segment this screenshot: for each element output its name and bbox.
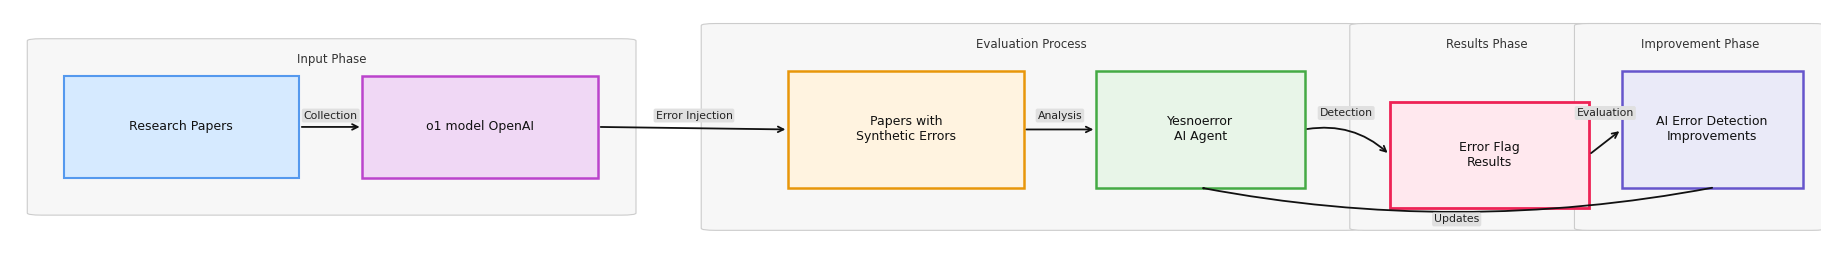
- FancyBboxPatch shape: [1389, 102, 1588, 208]
- Text: Improvement Phase: Improvement Phase: [1642, 38, 1760, 51]
- Text: Yesnoerror
AI Agent: Yesnoerror AI Agent: [1168, 115, 1233, 143]
- Text: Evaluation: Evaluation: [1577, 108, 1634, 118]
- Text: Error Injection: Error Injection: [655, 111, 732, 121]
- Text: Analysis: Analysis: [1038, 111, 1082, 121]
- Text: Error Flag
Results: Error Flag Results: [1459, 141, 1519, 169]
- Text: Detection: Detection: [1319, 108, 1372, 118]
- FancyBboxPatch shape: [1574, 23, 1826, 230]
- FancyBboxPatch shape: [64, 76, 298, 178]
- FancyBboxPatch shape: [1096, 71, 1305, 188]
- FancyBboxPatch shape: [701, 23, 1362, 230]
- Text: Research Papers: Research Papers: [130, 120, 232, 133]
- Text: Updates: Updates: [1435, 214, 1479, 224]
- FancyBboxPatch shape: [1351, 23, 1623, 230]
- Text: Collection: Collection: [304, 111, 357, 121]
- Text: Input Phase: Input Phase: [296, 53, 366, 66]
- Text: Evaluation Process: Evaluation Process: [975, 38, 1087, 51]
- FancyBboxPatch shape: [27, 39, 637, 215]
- FancyArrowPatch shape: [1204, 188, 1713, 212]
- Text: o1 model OpenAI: o1 model OpenAI: [426, 120, 534, 133]
- Text: Results Phase: Results Phase: [1446, 38, 1528, 51]
- FancyBboxPatch shape: [789, 71, 1023, 188]
- FancyBboxPatch shape: [1621, 71, 1803, 188]
- FancyBboxPatch shape: [362, 76, 598, 178]
- Text: AI Error Detection
Improvements: AI Error Detection Improvements: [1656, 115, 1768, 143]
- Text: Papers with
Synthetic Errors: Papers with Synthetic Errors: [856, 115, 955, 143]
